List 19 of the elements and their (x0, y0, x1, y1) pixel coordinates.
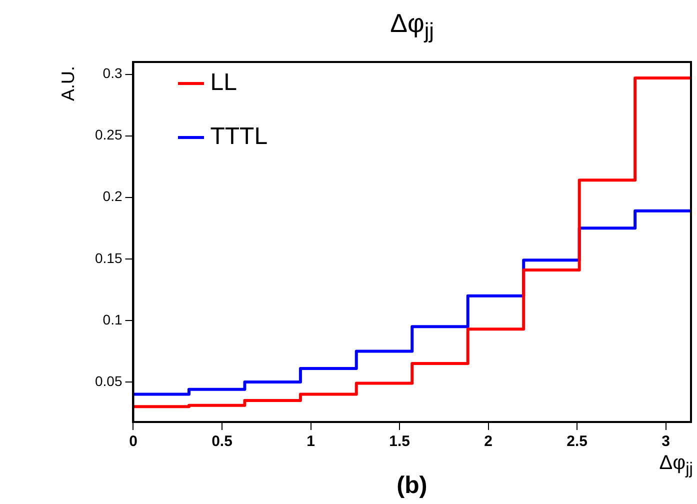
x-tick-label: 1 (306, 433, 315, 450)
x-axis-title: Δφ$_{jj}$ (659, 452, 693, 479)
y-axis-title: A.U. (58, 66, 79, 101)
x-tick-label: 2 (484, 433, 492, 450)
y-tick-label: 0.3 (102, 65, 122, 82)
x-tick-label: 1.5 (389, 433, 410, 450)
legend-label: TTTL (210, 123, 268, 151)
chart-title: Δφ$_{jj}$ (390, 8, 434, 44)
y-tick-label: 0.2 (102, 188, 122, 204)
y-tick-label: 0.05 (95, 372, 122, 389)
y-tick-label: 0.25 (95, 126, 122, 143)
x-tick-label: 0 (129, 433, 138, 450)
text: (b) (396, 472, 428, 500)
y-tick-label: 0.15 (95, 250, 122, 266)
x-tick-label: 0.5 (212, 433, 232, 450)
x-tick-label: 3 (662, 433, 670, 450)
y-tick-label: 0.1 (102, 311, 122, 328)
legend-label: LL (210, 69, 237, 97)
x-tick-label: 2.5 (566, 433, 588, 450)
